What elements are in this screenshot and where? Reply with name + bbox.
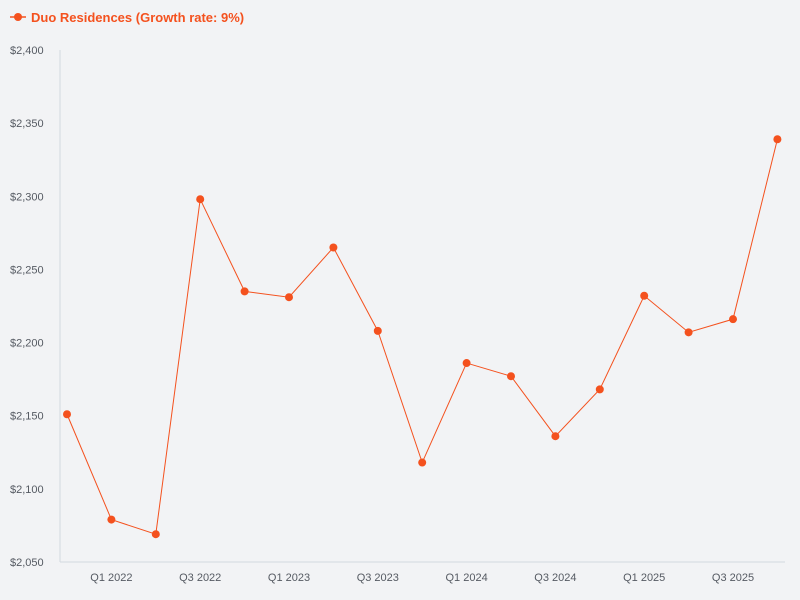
legend-point-marker [14, 13, 22, 21]
legend-label: Duo Residences (Growth rate: 9%) [31, 10, 244, 25]
y-tick-label: $2,400 [10, 45, 44, 57]
data-point[interactable] [151, 530, 160, 539]
data-point[interactable] [729, 315, 737, 324]
series-line [66, 139, 778, 535]
data-point[interactable] [329, 243, 338, 252]
data-point[interactable] [107, 515, 116, 524]
data-point[interactable] [507, 372, 515, 381]
x-tick-label: Q1 2023 [268, 572, 310, 584]
y-tick-label: $2,050 [10, 557, 44, 569]
y-tick-label: $2,100 [10, 484, 44, 496]
data-point[interactable] [595, 385, 604, 394]
legend[interactable]: Duo Residences (Growth rate: 9%) [10, 10, 244, 25]
y-axis-ticks: $2,050 $2,100 $2,150 $2,200 $2,250 $2,300 $2,3… [10, 45, 44, 569]
data-point[interactable] [285, 293, 293, 302]
x-tick-label: Q1 2024 [445, 572, 487, 584]
data-point[interactable] [551, 432, 560, 441]
data-point[interactable] [773, 135, 782, 144]
x-tick-label: Q3 2025 [712, 572, 754, 584]
data-point[interactable] [684, 328, 693, 337]
y-tick-label: $2,300 [10, 191, 44, 203]
x-tick-label: Q3 2023 [357, 572, 399, 584]
y-tick-label: $2,150 [10, 411, 44, 423]
data-point[interactable] [418, 458, 427, 467]
data-point[interactable] [373, 326, 382, 335]
y-tick-label: $2,250 [10, 264, 44, 276]
data-point[interactable] [240, 287, 249, 296]
x-axis-ticks: Q1 2022 Q3 2022 Q1 2023 Q3 2023 Q1 2024 Q3 20… [90, 572, 754, 584]
x-tick-label: Q1 2025 [623, 572, 665, 584]
y-tick-label: $2,200 [10, 338, 44, 350]
data-point[interactable] [63, 410, 71, 419]
data-point[interactable] [462, 359, 471, 368]
series-points [63, 135, 782, 539]
x-tick-label: Q1 2022 [90, 572, 132, 584]
x-tick-label: Q3 2024 [534, 572, 576, 584]
y-tick-label: $2,350 [10, 118, 44, 130]
data-point[interactable] [196, 195, 205, 204]
data-point[interactable] [640, 291, 649, 300]
x-tick-label: Q3 2022 [179, 572, 221, 584]
